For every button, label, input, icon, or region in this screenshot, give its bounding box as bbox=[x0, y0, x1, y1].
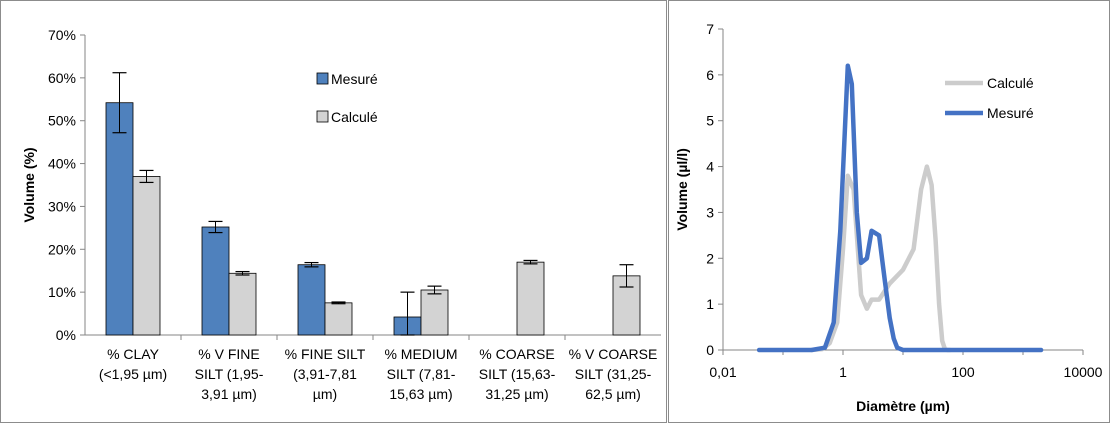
bar bbox=[132, 176, 161, 336]
category-label: 3,91 µm) bbox=[201, 386, 257, 402]
y-tick-label: 5 bbox=[706, 113, 714, 129]
bar-chart-panel: 0% 10% 20% 30% 40% 50% 60% 70% Volume (%) % CLAY (… bbox=[0, 0, 667, 423]
y-tick-label: 0% bbox=[56, 327, 76, 343]
y-tick-label: 3 bbox=[706, 204, 714, 220]
bar bbox=[201, 226, 230, 336]
bar bbox=[516, 261, 545, 336]
category-label: µm) bbox=[313, 386, 337, 402]
x-tick-label: 0,01 bbox=[709, 364, 736, 380]
series-line bbox=[756, 63, 1044, 353]
legend-swatch bbox=[316, 72, 329, 85]
y-tick-label: 30% bbox=[48, 198, 76, 214]
x-tick-label: 10000 bbox=[1064, 364, 1103, 380]
x-axis-title: Diamètre (µm) bbox=[856, 398, 950, 414]
bar bbox=[228, 272, 257, 336]
category-label: (3,91-7,81 bbox=[293, 366, 357, 382]
category-label: % V FINE bbox=[198, 346, 259, 362]
y-tick-label: 4 bbox=[706, 159, 714, 175]
legend-label: Mesuré bbox=[331, 71, 378, 87]
y-tick-label: 60% bbox=[48, 70, 76, 86]
category-label: SILT (31,25- bbox=[575, 366, 652, 382]
legend-label: Mesuré bbox=[987, 105, 1034, 121]
category-label: 31,25 µm) bbox=[485, 386, 548, 402]
legend-swatch bbox=[316, 110, 329, 123]
y-axis-title: Volume (µl/l) bbox=[674, 148, 690, 230]
category-label: SILT (15,63- bbox=[479, 366, 556, 382]
bar bbox=[297, 264, 326, 336]
y-tick-label: 1 bbox=[706, 296, 714, 312]
line-chart: 0 1 2 3 4 5 6 7 0,01 1 100 10000 Diamètre (µm) Volume… bbox=[674, 21, 1103, 414]
category-label: 62,5 µm) bbox=[585, 386, 641, 402]
y-tick-label: 40% bbox=[48, 156, 76, 172]
bar-chart: 0% 10% 20% 30% 40% 50% 60% 70% Volume (%) % CLAY (… bbox=[21, 27, 661, 402]
series-line bbox=[809, 164, 952, 353]
bar bbox=[420, 289, 449, 336]
y-tick-label: 7 bbox=[706, 21, 714, 37]
bar bbox=[324, 302, 353, 336]
category-label: % COARSE bbox=[479, 346, 554, 362]
y-tick-label: 6 bbox=[706, 67, 714, 83]
category-label: (<1,95 µm) bbox=[99, 366, 167, 382]
legend-label: Calculé bbox=[331, 109, 378, 125]
y-tick-label: 2 bbox=[706, 250, 714, 266]
bar bbox=[105, 102, 134, 336]
y-tick-label: 10% bbox=[48, 284, 76, 300]
category-label: 15,63 µm) bbox=[389, 386, 452, 402]
category-label: % CLAY bbox=[107, 346, 160, 362]
category-label: % FINE SILT bbox=[285, 346, 366, 362]
category-label: SILT (7,81- bbox=[387, 366, 456, 382]
y-tick-label: 20% bbox=[48, 241, 76, 257]
line-chart-panel: 0 1 2 3 4 5 6 7 0,01 1 100 10000 Diamètre (µm) Volume… bbox=[668, 0, 1110, 423]
category-label: % MEDIUM bbox=[384, 346, 457, 362]
x-tick-label: 1 bbox=[839, 364, 847, 380]
x-tick-label: 100 bbox=[951, 364, 975, 380]
y-tick-label: 50% bbox=[48, 113, 76, 129]
y-axis-title: Volume (%) bbox=[21, 147, 37, 222]
category-label: SILT (1,95- bbox=[195, 366, 264, 382]
y-tick-label: 0 bbox=[706, 342, 714, 358]
y-tick-label: 70% bbox=[48, 27, 76, 43]
legend-label: Calculé bbox=[987, 75, 1034, 91]
category-label: % V COARSE bbox=[569, 346, 658, 362]
